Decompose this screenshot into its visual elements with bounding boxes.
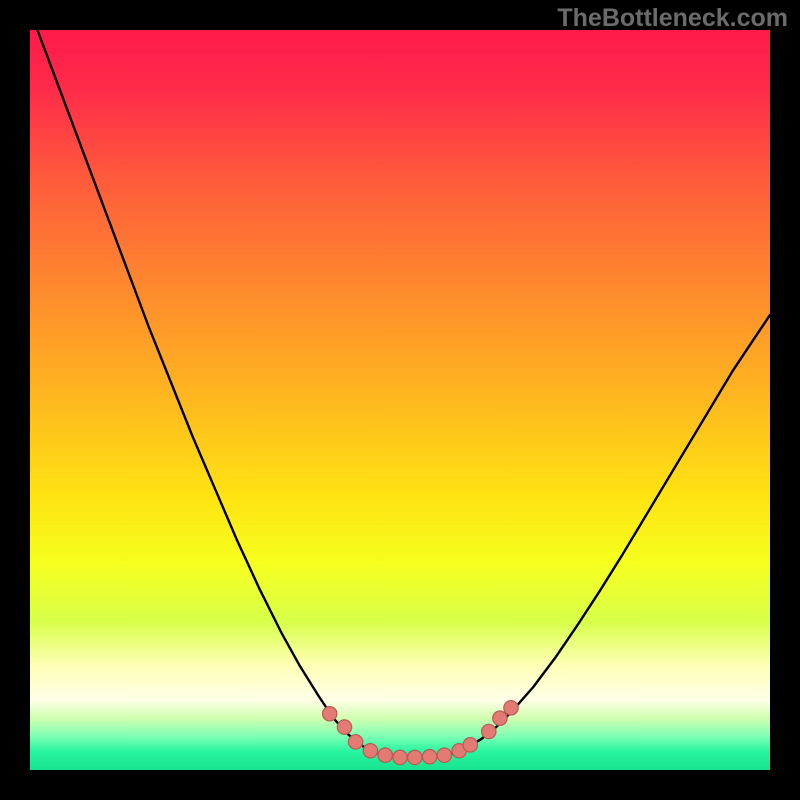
curve-marker bbox=[422, 749, 436, 763]
chart-plot-area bbox=[30, 30, 770, 770]
curve-marker bbox=[363, 744, 377, 758]
curve-marker bbox=[337, 720, 351, 734]
curve-marker bbox=[504, 701, 518, 715]
chart-background bbox=[30, 30, 770, 770]
curve-marker bbox=[378, 748, 392, 762]
curve-marker bbox=[348, 735, 362, 749]
curve-marker bbox=[437, 748, 451, 762]
curve-marker bbox=[323, 707, 337, 721]
curve-marker bbox=[482, 724, 496, 738]
curve-marker bbox=[493, 711, 507, 725]
watermark-text: TheBottleneck.com bbox=[557, 4, 788, 33]
chart-svg bbox=[30, 30, 770, 770]
curve-marker bbox=[408, 750, 422, 764]
curve-marker bbox=[463, 738, 477, 752]
curve-marker bbox=[393, 750, 407, 764]
